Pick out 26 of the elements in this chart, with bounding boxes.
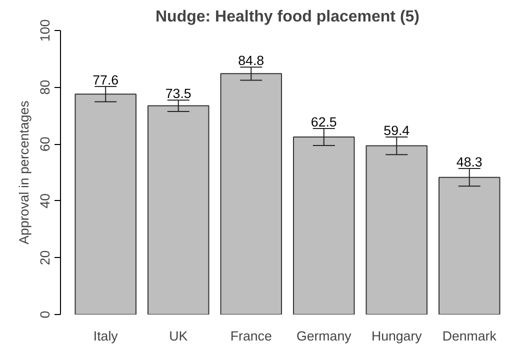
x-tick-label: Germany [296,328,352,344]
y-tick-label: 0 [38,310,52,318]
data-label: 77.6 [92,72,119,88]
y-tick-label: 100 [38,19,52,42]
y-axis-title: Approval in percentages [16,100,32,244]
y-tick-label: 80 [38,80,52,95]
x-tick-label: Italy [93,328,118,344]
y-tick-label: 20 [38,250,52,266]
bar [438,176,500,314]
chart-title: Nudge: Healthy food placement (5) [155,8,420,26]
bar [147,105,210,314]
x-tick-label: France [230,328,272,344]
x-tick-label: Hungary [371,328,422,344]
x-tick-label: UK [169,328,188,344]
data-label: 73.5 [165,86,192,102]
bar [293,136,355,314]
data-label: 62.5 [310,114,337,130]
data-label: 48.3 [456,154,482,170]
bar [220,73,282,314]
y-tick-label: 60 [38,136,52,152]
x-tick-label: Denmark [442,328,497,344]
bar [74,94,136,314]
bar [366,145,428,314]
data-label: 84.8 [238,53,264,68]
data-label: 59.4 [384,123,410,138]
y-tick-label: 40 [38,193,52,208]
